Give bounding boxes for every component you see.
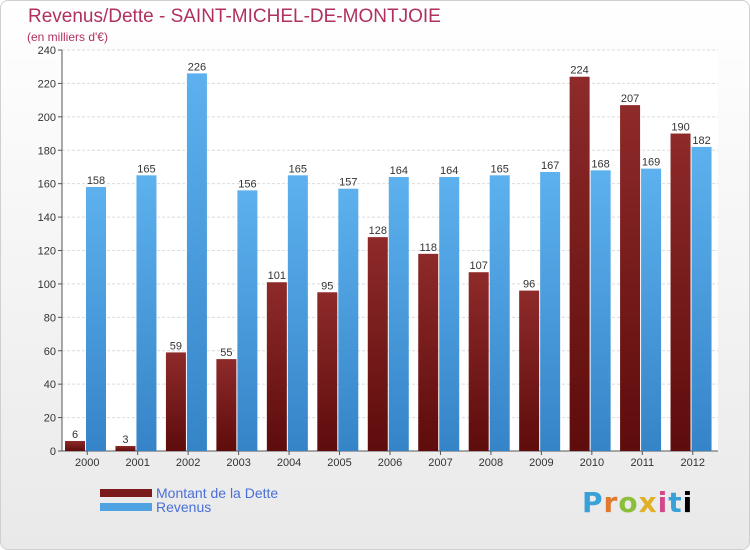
legend-label-revenue: Revenus xyxy=(156,499,212,515)
data-label-revenue: 169 xyxy=(642,157,660,169)
data-label-debt: 59 xyxy=(170,340,182,352)
x-tick-label: 2011 xyxy=(630,457,654,469)
data-label-debt: 96 xyxy=(523,279,535,291)
data-label-debt: 224 xyxy=(570,65,588,77)
data-label-revenue: 167 xyxy=(541,160,559,172)
legend: Montant de la Dette Revenus xyxy=(100,485,279,515)
data-label-revenue: 165 xyxy=(289,163,307,175)
data-label-revenue: 165 xyxy=(491,163,509,175)
y-tick-label: 60 xyxy=(44,346,56,358)
chart-title: Revenus/Dette - SAINT-MICHEL-DE-MONTJOIE xyxy=(28,6,441,27)
data-label-revenue: 165 xyxy=(137,163,155,175)
x-tick-label: 2005 xyxy=(327,457,351,469)
bar-debt xyxy=(115,445,136,451)
x-tick-label: 2002 xyxy=(176,457,200,469)
x-tick-label: 2008 xyxy=(479,457,503,469)
data-label-revenue: 168 xyxy=(591,158,609,170)
legend-item-debt: Montant de la Dette xyxy=(100,485,279,501)
data-label-debt: 55 xyxy=(220,347,232,359)
x-tick-label: 2012 xyxy=(681,457,705,469)
data-label-debt: 207 xyxy=(621,93,639,105)
bar-debt xyxy=(620,105,641,451)
bar-revenue xyxy=(590,170,611,452)
bar-revenue xyxy=(641,168,662,452)
x-tick-label: 2004 xyxy=(277,457,301,469)
legend-swatch-revenue xyxy=(100,503,152,511)
bar-revenue xyxy=(439,176,460,451)
data-label-revenue: 156 xyxy=(238,178,256,190)
legend-swatch-debt xyxy=(100,489,152,497)
x-tick-label: 2010 xyxy=(580,457,604,469)
bar-revenue xyxy=(489,175,510,451)
y-tick-label: 20 xyxy=(44,413,56,425)
data-label-revenue: 164 xyxy=(440,165,458,177)
legend-label-debt: Montant de la Dette xyxy=(156,485,279,501)
data-label-revenue: 158 xyxy=(87,175,105,187)
data-label-revenue: 164 xyxy=(390,165,408,177)
bar-debt xyxy=(165,352,186,451)
bar-revenue xyxy=(540,171,561,452)
y-tick-label: 80 xyxy=(44,312,56,324)
bar-debt xyxy=(670,133,691,451)
y-tick-label: 140 xyxy=(38,212,56,224)
bar-debt xyxy=(266,282,287,451)
data-label-debt: 101 xyxy=(268,270,286,282)
x-tick-label: 2000 xyxy=(75,457,99,469)
chart-subtitle: (en milliers d'€) xyxy=(27,30,108,44)
bar-revenue xyxy=(186,73,207,452)
data-label-debt: 6 xyxy=(72,429,78,441)
legend-item-revenue: Revenus xyxy=(100,499,278,515)
data-label-revenue: 182 xyxy=(692,135,710,147)
bar-debt xyxy=(65,440,85,451)
bar-revenue xyxy=(287,175,308,451)
data-label-debt: 3 xyxy=(122,434,128,446)
data-label-debt: 128 xyxy=(369,225,387,237)
x-tick-label: 2007 xyxy=(428,457,452,469)
bar-debt xyxy=(317,292,338,451)
y-tick-label: 40 xyxy=(44,379,56,391)
x-tick-label: 2001 xyxy=(125,457,149,469)
bar-debt xyxy=(468,272,489,451)
data-label-debt: 190 xyxy=(671,122,689,134)
y-tick-label: 200 xyxy=(38,112,56,124)
bar-revenue xyxy=(691,146,712,452)
x-tick-label: 2006 xyxy=(378,457,402,469)
bar-debt xyxy=(216,359,237,451)
bar-debt xyxy=(519,290,540,451)
proxiti-logo: Proxiti xyxy=(582,486,694,519)
bar-debt xyxy=(418,253,439,451)
data-label-debt: 118 xyxy=(419,242,437,254)
data-label-debt: 95 xyxy=(321,280,333,292)
y-tick-label: 100 xyxy=(38,279,56,291)
y-tick-label: 240 xyxy=(38,45,56,57)
bar-revenue xyxy=(338,188,359,451)
bar-revenue xyxy=(86,187,106,451)
y-tick-label: 220 xyxy=(38,78,56,90)
bar-revenue xyxy=(388,176,409,451)
x-tick-label: 2003 xyxy=(226,457,250,469)
y-tick-label: 120 xyxy=(38,246,56,258)
y-tick-label: 0 xyxy=(50,446,56,458)
bar-revenue xyxy=(136,175,157,451)
data-label-debt: 107 xyxy=(470,260,488,272)
bar-debt xyxy=(367,237,388,451)
y-tick-label: 160 xyxy=(38,179,56,191)
data-label-revenue: 226 xyxy=(188,61,206,73)
x-tick-label: 2009 xyxy=(529,457,553,469)
bar-revenue xyxy=(237,190,258,451)
y-tick-label: 180 xyxy=(38,145,56,157)
data-label-revenue: 157 xyxy=(339,177,357,189)
bar-debt xyxy=(569,76,590,451)
